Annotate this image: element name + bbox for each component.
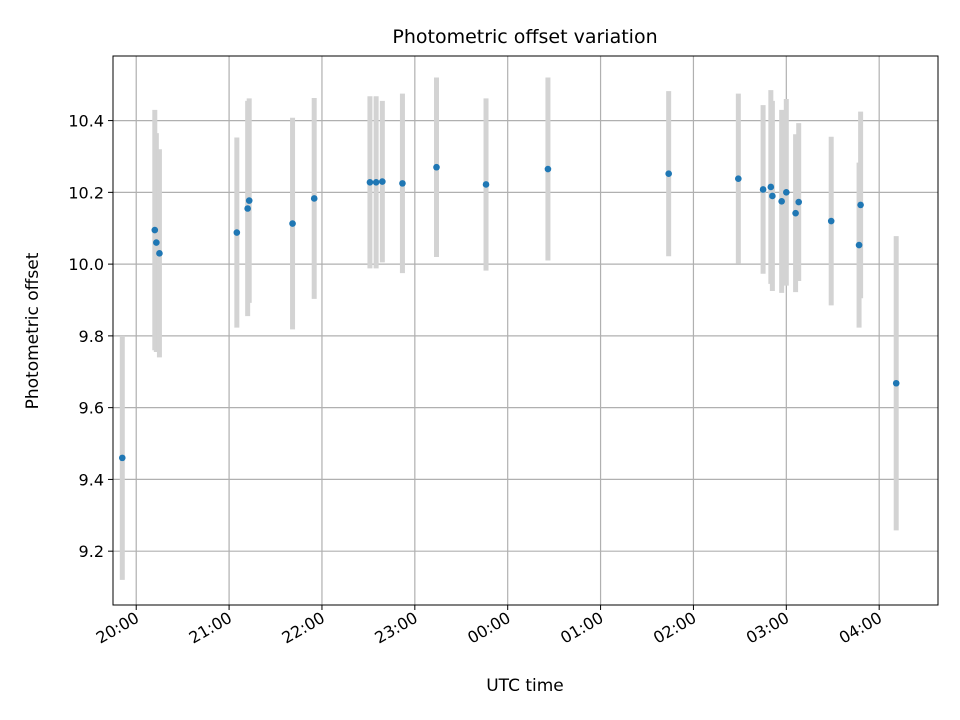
data-point — [759, 186, 767, 193]
data-point — [156, 250, 163, 257]
data-point — [482, 181, 490, 188]
data-point — [792, 209, 799, 217]
data-point — [855, 241, 863, 249]
data-point — [399, 180, 406, 187]
data-point — [735, 175, 742, 183]
data-point — [289, 220, 296, 227]
data-point — [544, 165, 552, 173]
data-point — [379, 178, 386, 185]
data-point — [118, 454, 126, 462]
y-tick-label: 9.2 — [79, 542, 104, 561]
x-axis-label: UTC time — [486, 676, 564, 696]
data-point — [244, 205, 251, 212]
y-tick-label: 9.8 — [79, 327, 104, 346]
y-tick-label: 10.2 — [68, 183, 104, 202]
data-point — [151, 226, 159, 234]
data-point — [769, 192, 776, 200]
data-point — [767, 183, 775, 191]
data-point — [245, 197, 253, 204]
plot-area-frame — [112, 55, 939, 606]
data-point — [433, 163, 440, 171]
data-point — [827, 217, 835, 225]
data-point — [372, 179, 380, 186]
y-axis: 9.2 9.4 9.6 9.8 10.0 10.2 10.4 — [68, 112, 113, 561]
data-point — [233, 229, 241, 236]
y-tick-label: 9.4 — [79, 470, 104, 489]
data-points — [118, 163, 900, 462]
data-point — [778, 198, 785, 205]
data-point — [665, 170, 672, 177]
y-axis-label: Photometric offset — [23, 252, 43, 409]
data-point — [366, 179, 374, 186]
data-point — [892, 379, 900, 387]
data-point — [857, 201, 864, 209]
data-point — [310, 195, 318, 202]
data-point — [783, 189, 790, 196]
y-tick-label: 10.4 — [68, 112, 104, 131]
y-tick-label: 10.0 — [68, 255, 104, 274]
data-point — [795, 198, 802, 206]
data-point — [153, 239, 160, 246]
y-tick-label: 9.6 — [79, 399, 104, 418]
chart-title: Photometric offset variation — [392, 26, 657, 48]
